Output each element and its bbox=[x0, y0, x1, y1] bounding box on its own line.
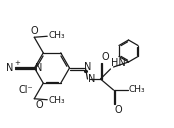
Text: CH₃: CH₃ bbox=[48, 96, 65, 105]
Text: O: O bbox=[35, 100, 43, 110]
Text: O: O bbox=[114, 105, 122, 115]
Text: +: + bbox=[14, 60, 20, 66]
Text: N: N bbox=[35, 63, 42, 73]
Text: N: N bbox=[6, 63, 14, 73]
Text: N: N bbox=[88, 74, 95, 84]
Text: O: O bbox=[101, 52, 109, 62]
Text: HN: HN bbox=[111, 58, 126, 68]
Text: N: N bbox=[84, 62, 91, 72]
Text: CH₃: CH₃ bbox=[48, 31, 65, 40]
Text: O: O bbox=[30, 26, 38, 36]
Text: CH₃: CH₃ bbox=[128, 86, 145, 94]
Text: Cl⁻: Cl⁻ bbox=[18, 85, 33, 95]
